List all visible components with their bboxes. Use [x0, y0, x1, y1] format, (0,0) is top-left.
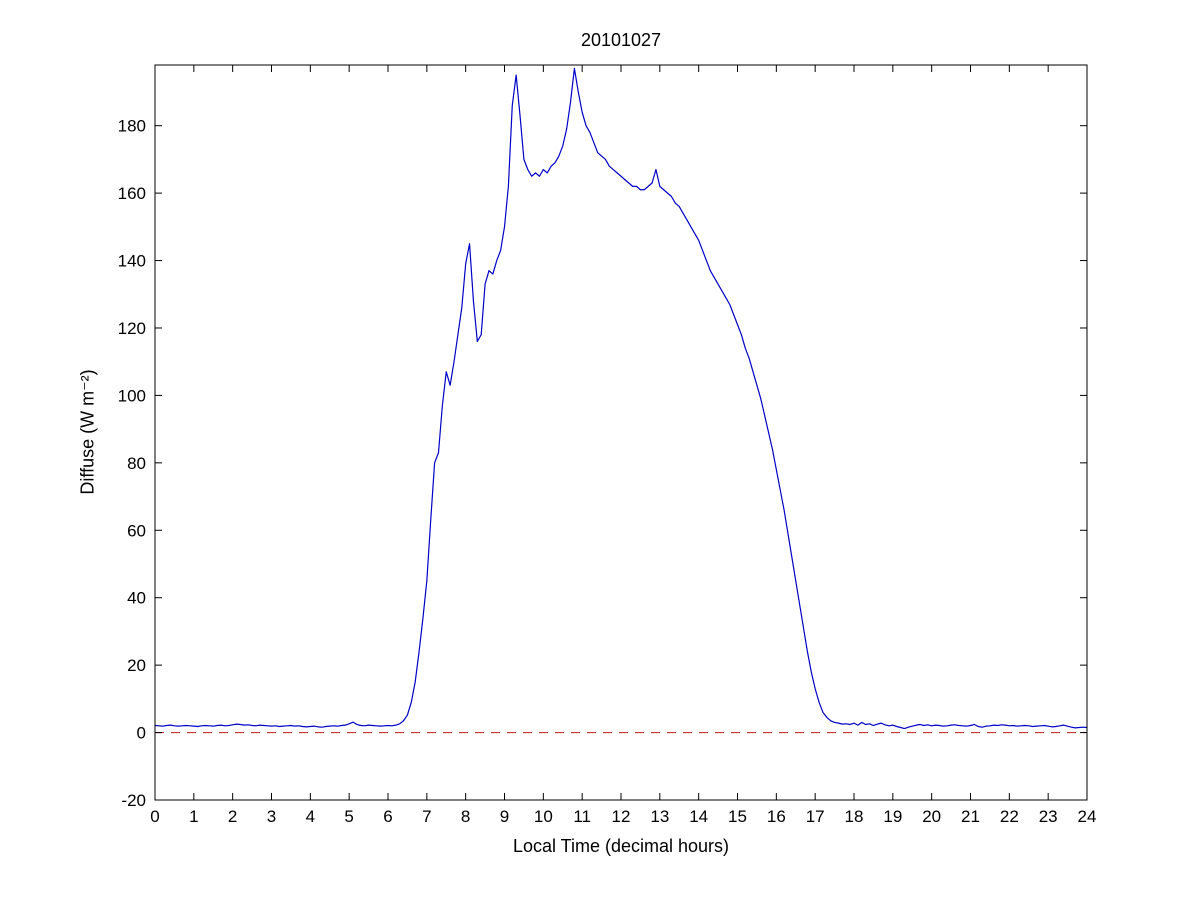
series-diffuse-irradiance [154, 67, 1088, 730]
x-tick-label: 1 [189, 807, 198, 826]
axes-box [154, 64, 1088, 801]
x-tick-label: 5 [344, 807, 353, 826]
y-tick-label: 60 [127, 521, 146, 540]
x-tick-label: 24 [1078, 807, 1097, 826]
x-tick-label: 6 [383, 807, 392, 826]
x-tick-label: 0 [150, 807, 159, 826]
y-tick-label: 180 [118, 117, 146, 136]
x-tick-label: 10 [534, 807, 553, 826]
y-tick-label: 160 [118, 184, 146, 203]
x-tick-label: 7 [422, 807, 431, 826]
x-tick-label: 12 [612, 807, 631, 826]
x-tick-label: 8 [461, 807, 470, 826]
x-tick-label: 2 [228, 807, 237, 826]
x-tick-label: 20 [922, 807, 941, 826]
chart-title: 20101027 [580, 30, 662, 50]
y-axis-label: Diffuse (W m⁻²) [77, 369, 98, 495]
y-tick-label: -20 [121, 791, 146, 810]
x-tick-label: 4 [306, 807, 315, 826]
y-tick-label: 140 [118, 252, 146, 271]
x-tick-label: 21 [961, 807, 980, 826]
x-tick-label: 18 [845, 807, 864, 826]
x-tick-label: 11 [573, 807, 591, 826]
x-tick-label: 19 [883, 807, 902, 826]
y-tick-label: 40 [127, 589, 146, 608]
y-tick-label: 120 [118, 319, 146, 338]
y-tick-label: 0 [137, 724, 146, 743]
x-tick-label: 3 [267, 807, 276, 826]
x-tick-label: 17 [806, 807, 825, 826]
x-axis-label: Local Time (decimal hours) [512, 836, 730, 856]
x-tick-label: 9 [500, 807, 509, 826]
x-tick-label: 13 [650, 807, 669, 826]
x-tick-label: 14 [689, 807, 708, 826]
y-tick-label: 20 [127, 656, 146, 675]
x-tick-label: 15 [728, 807, 747, 826]
x-tick-label: 16 [767, 807, 786, 826]
y-tick-label: 80 [127, 454, 146, 473]
x-tick-label: 23 [1039, 807, 1058, 826]
y-tick-label: 100 [118, 386, 146, 405]
x-tick-label: 22 [1000, 807, 1019, 826]
